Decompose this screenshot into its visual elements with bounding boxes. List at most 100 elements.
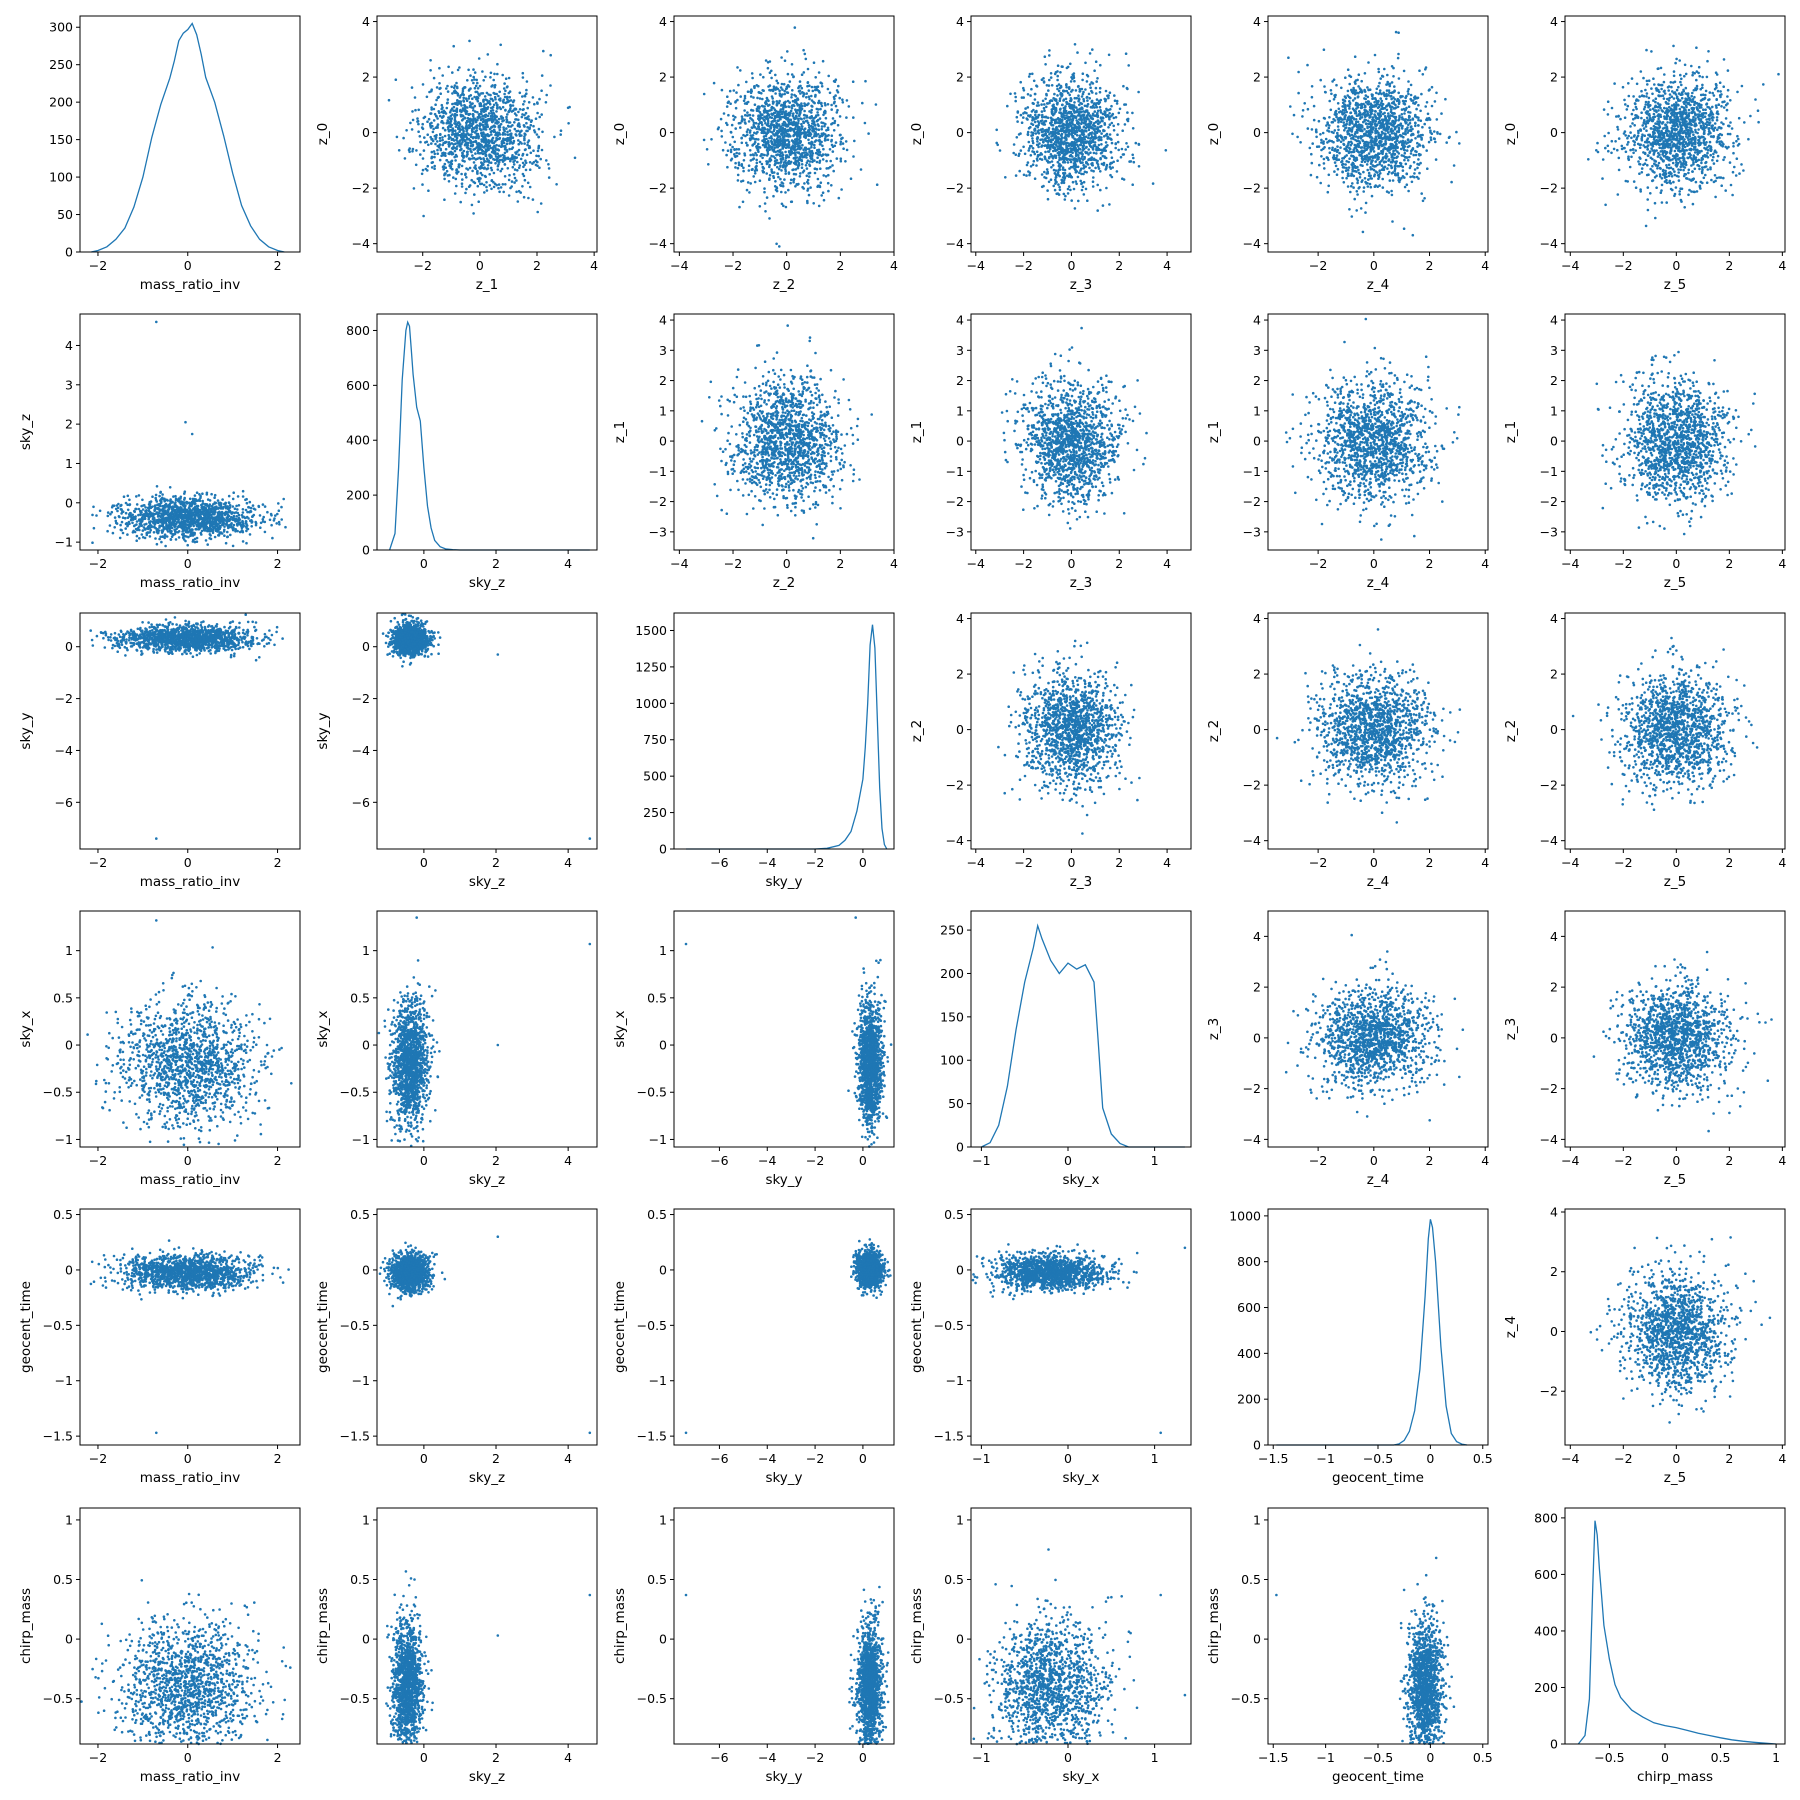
- scatter-point: [784, 172, 787, 175]
- y-tick-label: 2: [956, 70, 964, 85]
- scatter-point: [1412, 153, 1415, 157]
- scatter-point: [487, 141, 491, 145]
- scatter-point: [472, 180, 475, 184]
- scatter-point: [808, 110, 811, 113]
- scatter-point: [517, 118, 520, 122]
- scatter-point: [761, 97, 764, 101]
- scatter-point: [1083, 157, 1086, 160]
- scatter-point: [815, 160, 819, 164]
- scatter-point: [515, 190, 518, 194]
- scatter-point: [750, 72, 754, 75]
- scatter-point: [1058, 153, 1061, 156]
- scatter-point: [1104, 141, 1108, 144]
- scatter-point: [752, 175, 755, 178]
- scatter-point: [441, 136, 444, 139]
- scatter-point: [547, 163, 550, 166]
- scatter-point: [490, 133, 493, 136]
- scatter-point: [783, 178, 786, 181]
- scatter-point: [1050, 131, 1054, 135]
- scatter-point: [1103, 156, 1107, 159]
- scatter-point: [1137, 90, 1140, 94]
- scatter-point: [768, 177, 771, 180]
- scatter-point: [1065, 120, 1068, 123]
- scatter-point: [482, 117, 485, 121]
- scatter-point: [1057, 164, 1061, 167]
- scatter-point: [1084, 150, 1087, 154]
- scatter-point: [1119, 155, 1123, 159]
- scatter-point: [1323, 167, 1326, 170]
- scatter-point: [817, 204, 821, 208]
- scatter-point: [1377, 105, 1381, 109]
- scatter-point: [1407, 105, 1411, 108]
- scatter-point: [1108, 203, 1111, 206]
- scatter-point: [509, 157, 512, 161]
- scatter-point: [544, 101, 548, 104]
- scatter-point: [1027, 114, 1030, 117]
- scatter-point: [1073, 140, 1076, 144]
- scatter-point: [1018, 152, 1021, 156]
- scatter-point: [1103, 112, 1107, 116]
- scatter-point: [474, 152, 477, 155]
- scatter-point: [1050, 123, 1053, 127]
- scatter-point: [495, 148, 499, 151]
- scatter-point: [488, 100, 491, 103]
- scatter-point: [484, 122, 487, 126]
- scatter-point: [1405, 183, 1409, 186]
- scatter-point: [791, 146, 795, 150]
- scatter-point: [852, 155, 855, 158]
- scatter-point: [760, 162, 764, 166]
- scatter-point: [1073, 96, 1077, 100]
- scatter-point: [784, 205, 788, 209]
- scatter-point: [1435, 91, 1438, 95]
- scatter-point: [1084, 88, 1087, 91]
- scatter-point: [763, 187, 766, 190]
- scatter-point: [1033, 177, 1037, 180]
- scatter-point: [763, 128, 767, 131]
- scatter-point: [465, 99, 469, 102]
- scatter-point: [743, 109, 746, 112]
- scatter-point: [746, 143, 749, 147]
- scatter-point: [462, 99, 465, 102]
- scatter-point: [810, 99, 814, 102]
- scatter-point: [743, 94, 747, 98]
- scatter-point: [1026, 106, 1030, 109]
- scatter-point: [472, 136, 476, 139]
- scatter-point: [753, 140, 757, 144]
- scatter-point: [497, 137, 501, 141]
- scatter-point: [1077, 84, 1080, 88]
- scatter-point: [480, 166, 484, 169]
- scatter-point: [480, 143, 483, 147]
- scatter-point: [486, 164, 490, 167]
- scatter-point: [838, 115, 842, 118]
- scatter-point: [531, 198, 535, 201]
- scatter-point: [1043, 55, 1047, 58]
- scatter-point: [508, 173, 511, 177]
- scatter-point: [1362, 132, 1366, 136]
- scatter-point: [1071, 158, 1075, 161]
- scatter-point: [441, 74, 445, 77]
- scatter-point: [467, 157, 471, 160]
- scatter-point: [470, 133, 473, 136]
- scatter-point: [786, 50, 789, 53]
- scatter-point: [746, 128, 750, 131]
- scatter-point: [1406, 138, 1410, 142]
- scatter-point: [1029, 154, 1033, 157]
- scatter-point: [1337, 107, 1341, 111]
- scatter-point: [769, 158, 773, 162]
- scatter-point: [424, 167, 428, 171]
- scatter-point: [783, 89, 786, 93]
- scatter-point: [1361, 230, 1365, 234]
- scatter-point: [1036, 153, 1040, 157]
- scatter-point: [1051, 164, 1055, 167]
- scatter-point: [430, 121, 433, 125]
- histogram-step-line: [91, 22, 285, 253]
- scatter-point: [832, 169, 835, 173]
- y-tick-label: −4: [649, 236, 667, 251]
- scatter-point: [750, 88, 753, 91]
- scatter-point: [1137, 165, 1141, 168]
- scatter-point: [1064, 194, 1067, 198]
- scatter-point: [461, 89, 465, 93]
- scatter-point: [1091, 185, 1095, 188]
- scatter-point: [825, 167, 828, 170]
- scatter-point: [520, 115, 524, 119]
